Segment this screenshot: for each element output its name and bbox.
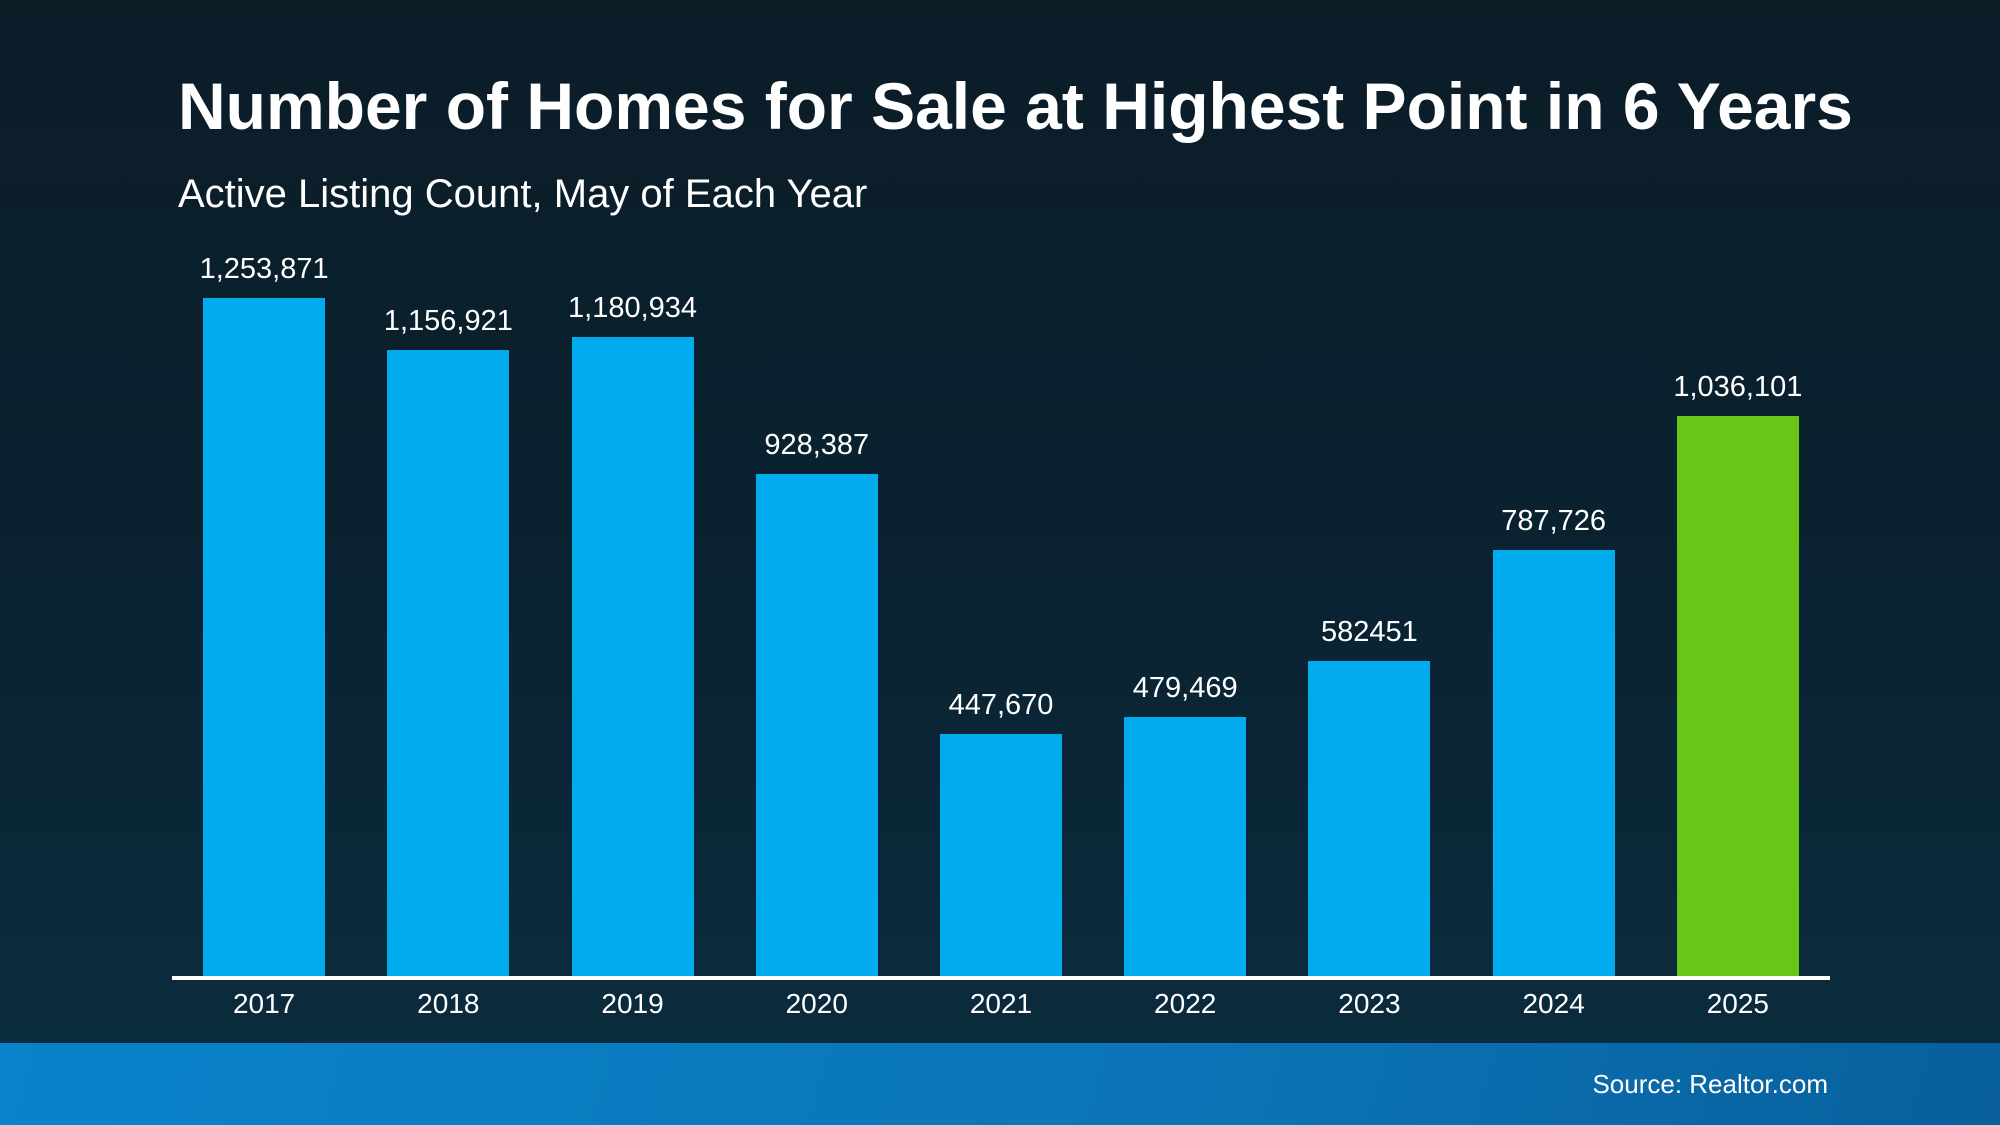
bar-slot-2021: 447,670	[909, 691, 1093, 976]
bar-slot-2020: 928,387	[725, 431, 909, 976]
bar-2025	[1676, 416, 1799, 976]
bars: 1,253,871 1,156,921 1,180,934 928,387 447,67…	[172, 255, 1830, 976]
bar-value-label-2020: 928,387	[764, 429, 870, 461]
x-axis-label-2025: 2025	[1706, 988, 1769, 1019]
x-axis-labels: 2017 2018 2019 2020 2021 2022 2023 2024 2025	[172, 990, 1830, 1018]
x-axis-label-2021: 2021	[969, 988, 1033, 1019]
bar-value-label-2019: 1,180,934	[568, 292, 698, 324]
x-axis-label-2018: 2018	[417, 988, 480, 1019]
x-axis-label-2023: 2023	[1338, 988, 1401, 1019]
bar-slot-2025: 1,036,101	[1646, 373, 1830, 976]
bar-value-label-2022: 479,469	[1132, 672, 1238, 704]
bar-slot-2023: 582451	[1277, 618, 1461, 976]
plot-area: 1,253,871 1,156,921 1,180,934 928,387 447,67…	[172, 255, 1830, 976]
x-axis-label-2017: 2017	[232, 988, 296, 1019]
x-axis-label-2020: 2020	[785, 988, 848, 1019]
x-axis-line	[172, 976, 1830, 980]
bar-value-label-2021: 447,670	[948, 689, 1054, 721]
bar-2021	[939, 734, 1062, 976]
footer-bar: Source: Realtor.com	[0, 1043, 2000, 1125]
bar-slot-2024: 787,726	[1462, 507, 1646, 976]
bar-2018	[387, 350, 510, 976]
bar-2024	[1492, 550, 1615, 976]
chart-subtitle: Active Listing Count, May of Each Year	[178, 172, 868, 216]
bar-value-label-2017: 1,253,871	[199, 253, 329, 285]
x-axis-label-2024: 2024	[1522, 988, 1585, 1019]
bar-slot-2022: 479,469	[1093, 674, 1277, 976]
bar-2020	[755, 474, 878, 976]
bar-value-label-2025: 1,036,101	[1673, 371, 1803, 403]
bar-value-label-2023: 582451	[1321, 616, 1418, 648]
x-axis-label-2022: 2022	[1154, 988, 1217, 1019]
bar-value-label-2018: 1,156,921	[383, 305, 513, 337]
bar-slot-2018: 1,156,921	[356, 307, 540, 976]
x-axis-label-2019: 2019	[601, 988, 664, 1019]
source-credit: Source: Realtor.com	[1592, 1069, 1828, 1099]
bar-2023	[1308, 661, 1431, 976]
bar-slot-2017: 1,253,871	[172, 255, 356, 976]
bar-value-label-2024: 787,726	[1501, 505, 1607, 537]
chart-title: Number of Homes for Sale at Highest Poin…	[178, 69, 1853, 143]
bar-slot-2019: 1,180,934	[540, 294, 724, 976]
bar-2022	[1124, 717, 1247, 976]
bar-2019	[571, 337, 694, 976]
bar-2017	[203, 298, 326, 976]
